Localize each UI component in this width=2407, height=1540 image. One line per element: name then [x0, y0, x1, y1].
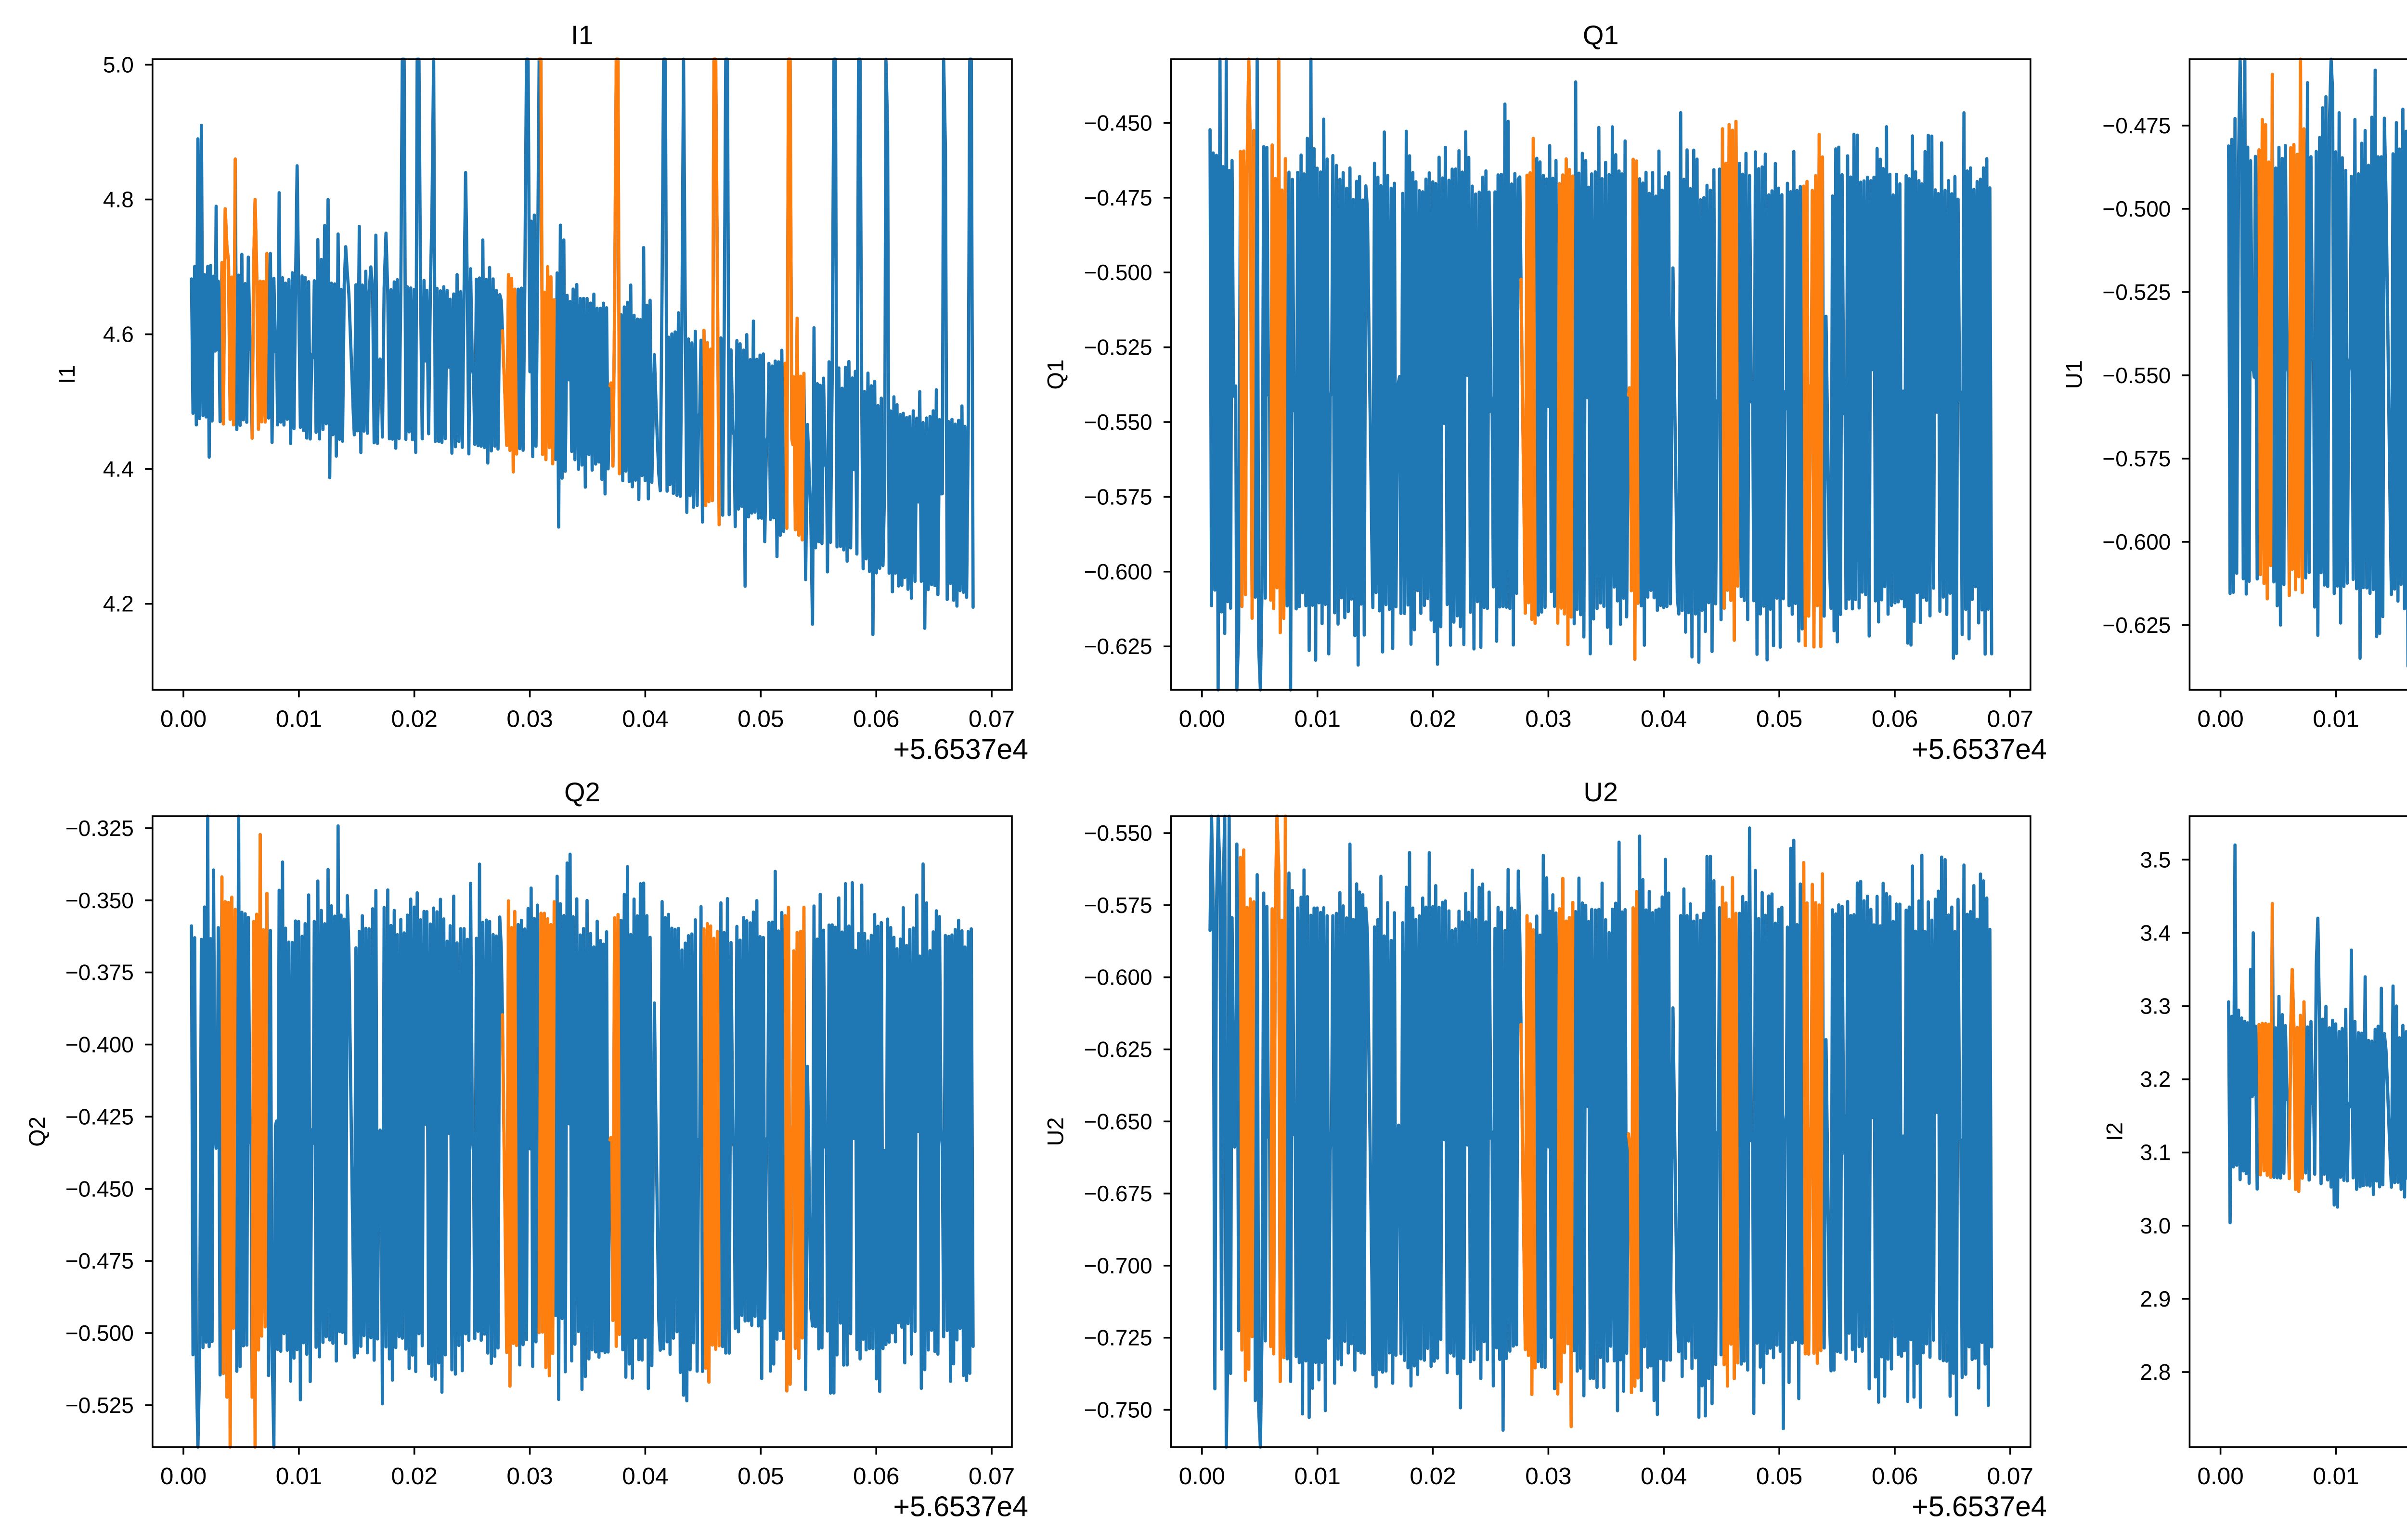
svg-text:−0.375: −0.375 [65, 960, 134, 985]
svg-text:I1: I1 [571, 20, 594, 50]
svg-text:−0.450: −0.450 [1084, 110, 1152, 135]
svg-text:0.00: 0.00 [1179, 1463, 1225, 1489]
svg-text:−0.625: −0.625 [2102, 613, 2171, 638]
svg-text:Q2: Q2 [564, 777, 600, 807]
svg-text:0.03: 0.03 [1525, 706, 1571, 732]
svg-text:0.06: 0.06 [1872, 1463, 1918, 1489]
svg-text:0.07: 0.07 [969, 1463, 1015, 1489]
svg-text:−0.600: −0.600 [1084, 559, 1152, 584]
svg-text:−0.575: −0.575 [2102, 446, 2171, 471]
svg-text:0.01: 0.01 [2313, 1463, 2359, 1489]
svg-text:0.00: 0.00 [160, 706, 207, 732]
svg-text:−0.575: −0.575 [1084, 484, 1152, 509]
svg-text:−0.500: −0.500 [1084, 260, 1152, 285]
svg-text:0.07: 0.07 [969, 706, 1015, 732]
svg-text:0.04: 0.04 [622, 706, 668, 732]
svg-text:0.04: 0.04 [622, 1463, 668, 1489]
svg-text:−0.400: −0.400 [65, 1032, 134, 1057]
svg-text:0.00: 0.00 [2197, 706, 2243, 732]
svg-text:0.05: 0.05 [1756, 1463, 1802, 1489]
svg-text:0.02: 0.02 [1410, 706, 1456, 732]
svg-text:−0.525: −0.525 [65, 1393, 134, 1418]
svg-text:5.0: 5.0 [103, 52, 134, 77]
svg-text:−0.700: −0.700 [1084, 1253, 1152, 1278]
svg-text:0.05: 0.05 [738, 706, 784, 732]
svg-text:4.2: 4.2 [103, 591, 134, 616]
svg-text:0.01: 0.01 [276, 1463, 322, 1489]
svg-text:0.02: 0.02 [391, 706, 438, 732]
svg-text:0.03: 0.03 [1525, 1463, 1571, 1489]
svg-text:U1: U1 [2061, 360, 2086, 389]
svg-text:−0.650: −0.650 [1084, 1109, 1152, 1134]
svg-text:I2: I2 [2101, 1122, 2127, 1141]
svg-text:+5.6537e4: +5.6537e4 [893, 1491, 1028, 1523]
svg-text:+5.6537e4: +5.6537e4 [1912, 733, 2047, 765]
svg-text:−0.525: −0.525 [2102, 280, 2171, 305]
svg-text:4.8: 4.8 [103, 187, 134, 212]
svg-text:−0.600: −0.600 [2102, 529, 2171, 554]
svg-text:U2: U2 [1043, 1117, 1068, 1146]
svg-text:0.03: 0.03 [506, 1463, 553, 1489]
svg-text:−0.550: −0.550 [1084, 821, 1152, 846]
svg-text:0.01: 0.01 [1294, 1463, 1341, 1489]
svg-text:−0.625: −0.625 [1084, 1037, 1152, 1062]
svg-text:0.01: 0.01 [2313, 706, 2359, 732]
svg-text:−0.625: −0.625 [1084, 634, 1152, 659]
svg-text:0.02: 0.02 [391, 1463, 438, 1489]
svg-text:0.00: 0.00 [160, 1463, 207, 1489]
svg-text:0.06: 0.06 [1872, 706, 1918, 732]
svg-text:0.06: 0.06 [853, 706, 899, 732]
svg-text:−0.425: −0.425 [65, 1104, 134, 1129]
svg-text:0.00: 0.00 [1179, 706, 1225, 732]
svg-text:4.4: 4.4 [103, 457, 134, 482]
svg-text:−0.500: −0.500 [65, 1321, 134, 1346]
svg-text:3.3: 3.3 [2140, 994, 2171, 1019]
svg-text:−0.750: −0.750 [1084, 1398, 1152, 1423]
svg-text:0.01: 0.01 [1294, 706, 1341, 732]
svg-text:0.03: 0.03 [506, 706, 553, 732]
svg-text:3.4: 3.4 [2140, 920, 2171, 945]
svg-text:Q1: Q1 [1583, 20, 1619, 50]
svg-text:0.01: 0.01 [276, 706, 322, 732]
svg-text:0.04: 0.04 [1641, 1463, 1687, 1489]
svg-text:−0.475: −0.475 [2102, 113, 2171, 138]
svg-text:2.9: 2.9 [2140, 1286, 2171, 1311]
svg-text:−0.725: −0.725 [1084, 1325, 1152, 1350]
svg-text:−0.575: −0.575 [1084, 893, 1152, 918]
svg-text:3.1: 3.1 [2140, 1140, 2171, 1165]
svg-text:I1: I1 [54, 365, 79, 384]
svg-text:−0.450: −0.450 [65, 1176, 134, 1201]
svg-text:0.04: 0.04 [1641, 706, 1687, 732]
svg-text:−0.350: −0.350 [65, 888, 134, 913]
svg-text:+5.6537e4: +5.6537e4 [1912, 1491, 2047, 1523]
svg-text:Q2: Q2 [24, 1116, 50, 1147]
svg-text:3.2: 3.2 [2140, 1067, 2171, 1092]
svg-text:2.8: 2.8 [2140, 1360, 2171, 1385]
svg-text:3.5: 3.5 [2140, 847, 2171, 872]
svg-text:−0.475: −0.475 [65, 1248, 134, 1273]
svg-text:+5.6537e4: +5.6537e4 [893, 733, 1028, 765]
svg-text:0.05: 0.05 [1756, 706, 1802, 732]
svg-text:−0.500: −0.500 [2102, 196, 2171, 221]
svg-text:0.00: 0.00 [2197, 1463, 2243, 1489]
svg-text:−0.525: −0.525 [1084, 335, 1152, 360]
svg-text:−0.475: −0.475 [1084, 185, 1152, 210]
svg-text:−0.675: −0.675 [1084, 1181, 1152, 1206]
svg-text:−0.600: −0.600 [1084, 965, 1152, 990]
svg-text:0.02: 0.02 [1410, 1463, 1456, 1489]
svg-text:0.06: 0.06 [853, 1463, 899, 1489]
svg-text:Q1: Q1 [1043, 359, 1068, 390]
svg-text:0.07: 0.07 [1987, 1463, 2033, 1489]
svg-text:3.0: 3.0 [2140, 1213, 2171, 1238]
svg-text:−0.550: −0.550 [1084, 410, 1152, 435]
svg-text:−0.325: −0.325 [65, 816, 134, 841]
svg-text:−0.550: −0.550 [2102, 363, 2171, 388]
svg-text:4.6: 4.6 [103, 322, 134, 347]
svg-text:0.05: 0.05 [738, 1463, 784, 1489]
svg-text:U2: U2 [1583, 777, 1618, 807]
svg-text:0.07: 0.07 [1987, 706, 2033, 732]
